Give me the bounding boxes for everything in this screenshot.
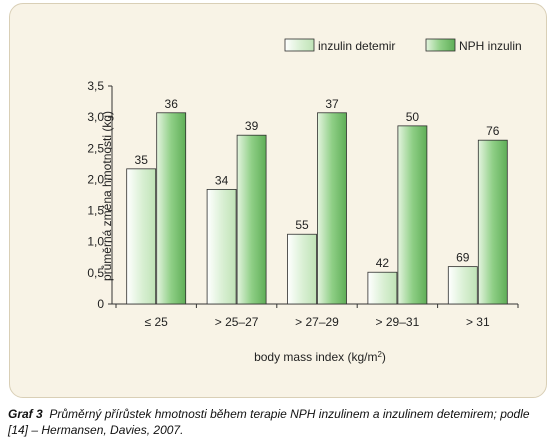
data-label: 69: [456, 251, 470, 265]
bar-detemir: [206, 188, 237, 305]
y-tick-label: 2,0: [87, 172, 104, 186]
bar-nph: [477, 139, 508, 305]
caption-text: Průměrný přírůstek hmotnosti během terap…: [8, 407, 530, 437]
x-tick-label: > 29–31: [376, 315, 420, 329]
y-tick-label: 0,5: [87, 266, 104, 280]
data-label: 42: [376, 256, 390, 270]
data-label: 37: [325, 97, 339, 111]
bar-nph: [156, 112, 187, 305]
x-axis-label: body mass index (kg/m2): [254, 350, 386, 365]
bar-detemir: [367, 271, 398, 305]
legend-swatch: [425, 38, 456, 52]
data-label: 35: [135, 153, 149, 167]
chart-panel: [9, 3, 547, 398]
data-label: 55: [295, 218, 309, 232]
legend-swatch: [284, 38, 315, 52]
bar-nph: [397, 125, 428, 305]
y-tick-label: 1,5: [87, 204, 104, 218]
data-label: 39: [245, 119, 259, 133]
x-tick-label: > 27–29: [295, 315, 339, 329]
y-tick-label: 3,0: [87, 110, 104, 124]
x-tick-label: ≤ 25: [145, 315, 169, 329]
data-label: 76: [486, 124, 500, 138]
data-label: 34: [215, 173, 229, 187]
y-tick-label: 2,5: [87, 141, 104, 155]
data-label: 50: [406, 110, 420, 124]
y-tick-label: 1,0: [87, 235, 104, 249]
legend-label: NPH inzulin: [459, 39, 522, 53]
bar-detemir: [287, 233, 317, 305]
figure-caption: Graf 3 Průměrný přírůstek hmotnosti běhe…: [8, 406, 548, 438]
bars: 35 36 ≤ 25 34 39 > 25–27 55 37 > 27–29 42 50 > 29–3…: [126, 97, 508, 329]
x-tick-label: > 25–27: [215, 315, 259, 329]
bar-nph: [236, 134, 267, 305]
y-axis-label: průměrná změna hmotnosti (kg): [100, 111, 114, 281]
x-tick-label: > 31: [466, 315, 490, 329]
bar-detemir: [126, 168, 157, 305]
legend: inzulin detemir NPH inzulin: [284, 38, 522, 53]
data-label: 36: [165, 97, 179, 111]
legend-label: inzulin detemir: [318, 39, 395, 53]
y-tick-label: 3,5: [87, 79, 104, 93]
bar-nph: [317, 112, 347, 305]
bar-detemir: [447, 266, 478, 305]
y-tick-label: 0: [97, 297, 104, 311]
caption-label: Graf 3: [8, 407, 43, 421]
bar-chart: inzulin detemir NPH inzulin 0 0,5 1,0 1,5 2,0…: [87, 38, 522, 365]
